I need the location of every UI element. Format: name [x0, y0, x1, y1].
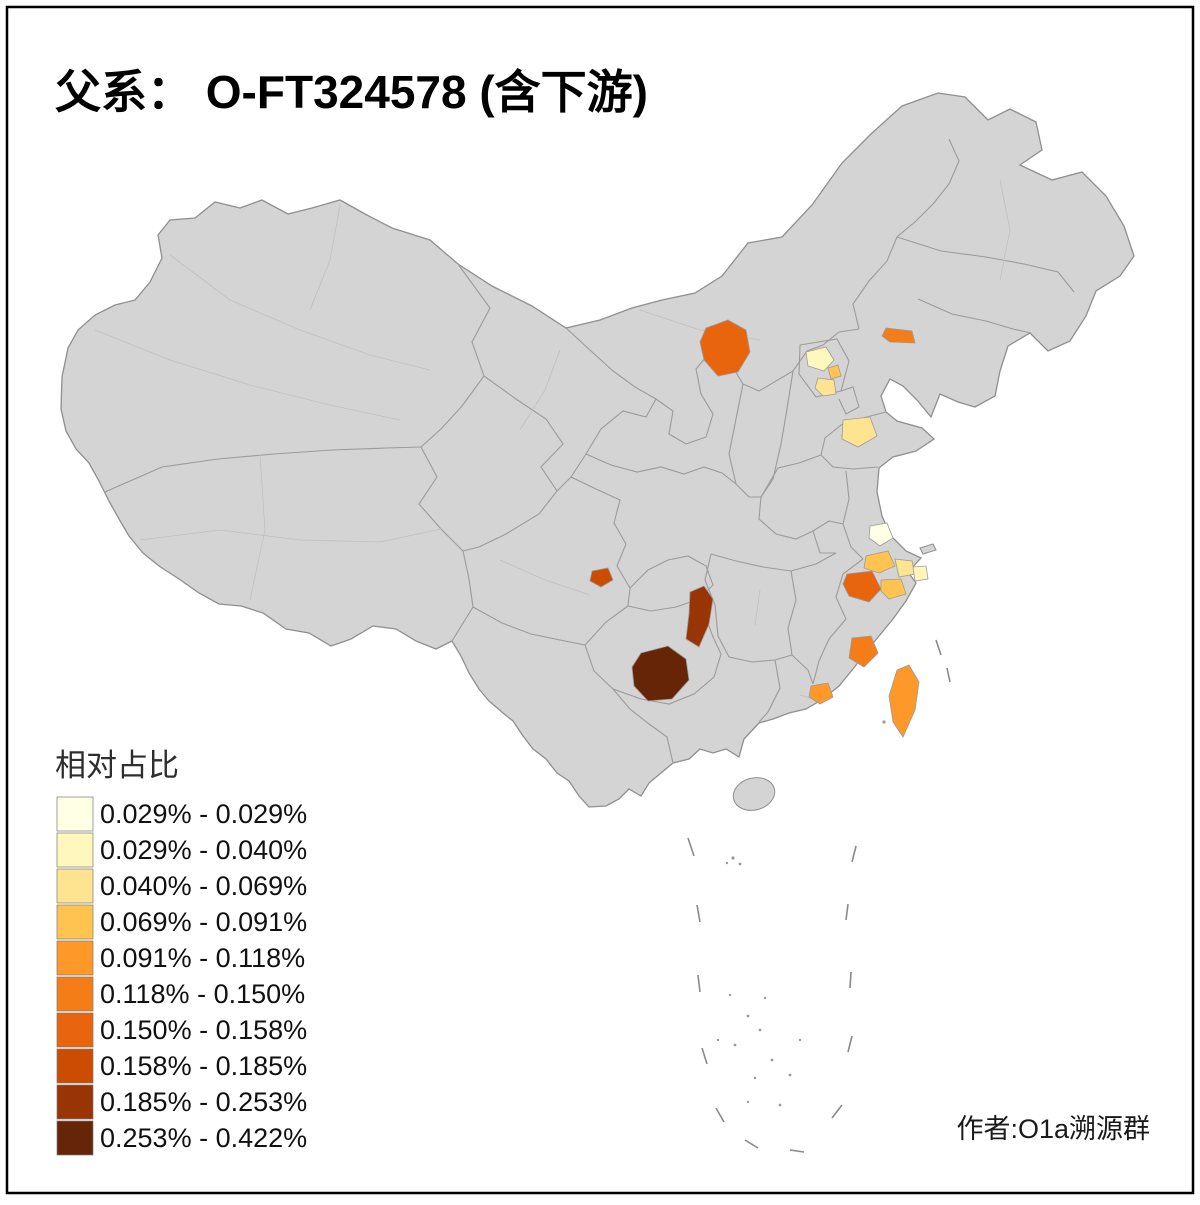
colored-region-hangzhou: [842, 570, 882, 603]
legend-item: 0.158% - 0.185%: [56, 1048, 307, 1084]
colored-region-chongqing-guizhou: [685, 585, 714, 648]
legend-swatch: [56, 940, 94, 976]
legend-item: 0.185% - 0.253%: [56, 1084, 307, 1120]
legend-swatch: [56, 1048, 94, 1084]
legend-label: 0.253% - 0.422%: [100, 1123, 307, 1153]
colored-region-liaoning: [881, 327, 916, 344]
colored-region-jiangsu-coast: [868, 522, 894, 547]
legend-item: 0.069% - 0.091%: [56, 904, 307, 940]
colored-region-chongqing-west: [589, 567, 614, 588]
colored-region-guangdong: [808, 682, 834, 705]
legend-label: 0.029% - 0.029%: [100, 799, 307, 829]
colored-region-shanghai: [912, 565, 929, 582]
legend-label: 0.150% - 0.158%: [100, 1015, 307, 1045]
legend-item: 0.040% - 0.069%: [56, 868, 307, 904]
province-borders: [104, 138, 1075, 764]
legend-swatch: [56, 1084, 94, 1120]
colored-region-taiwan: [888, 664, 920, 738]
legend-item: 0.029% - 0.029%: [56, 796, 307, 832]
legend-label: 0.185% - 0.253%: [100, 1087, 307, 1117]
legend-label: 0.040% - 0.069%: [100, 871, 307, 901]
legend-swatch: [56, 1120, 94, 1156]
china-mainland: [60, 92, 1135, 808]
colored-regions: [589, 319, 929, 738]
legend-label: 0.158% - 0.185%: [100, 1051, 307, 1081]
legend-item: 0.091% - 0.118%: [56, 940, 305, 976]
legend-swatch: [56, 868, 94, 904]
legend-item: 0.118% - 0.150%: [56, 976, 305, 1012]
legend-label: 0.118% - 0.150%: [100, 979, 305, 1009]
prefecture-borders: [94, 179, 1011, 701]
legend-label: 0.091% - 0.118%: [100, 943, 305, 973]
colored-region-beijing-south: [814, 377, 837, 397]
legend-item: 0.029% - 0.040%: [56, 832, 307, 868]
colored-region-beijing-east: [827, 364, 842, 380]
chongming-island: [919, 543, 937, 555]
legend-label: 0.069% - 0.091%: [100, 907, 307, 937]
page-title: 父系： O-FT324578 (含下游): [55, 66, 648, 118]
nine-dash-line: [687, 639, 951, 1153]
author-credit: 作者:O1a溯源群: [956, 1114, 1150, 1144]
legend-swatch: [56, 1012, 94, 1048]
legend-swatch: [56, 832, 94, 868]
south-china-sea-marks: [687, 639, 951, 1153]
colored-region-south-jiangsu-2: [894, 558, 916, 578]
hainan-island: [732, 777, 776, 811]
islet-dots: [716, 720, 886, 1107]
legend-swatch: [56, 796, 94, 832]
colored-region-guizhou: [631, 645, 690, 702]
colored-region-beijing-nw: [805, 346, 835, 372]
legend-title: 相对占比: [55, 748, 179, 783]
colored-region-south-jiangsu-1: [863, 550, 896, 574]
legend-item: 0.150% - 0.158%: [56, 1012, 307, 1048]
legend-item: 0.253% - 0.422%: [56, 1120, 307, 1156]
legend-swatch: [56, 976, 94, 1012]
colored-region-shandong: [841, 416, 878, 448]
legend-swatch: [56, 904, 94, 940]
legend-label: 0.029% - 0.040%: [100, 835, 307, 865]
colored-region-fujian: [848, 635, 879, 668]
legend: 相对占比 0.029% - 0.029% 0.029% - 0.040% 0.0…: [55, 748, 307, 1156]
page-frame: [5, 5, 1195, 1195]
colored-region-north-zhejiang: [880, 578, 907, 600]
colored-region-inner-mongolia: [699, 319, 751, 377]
